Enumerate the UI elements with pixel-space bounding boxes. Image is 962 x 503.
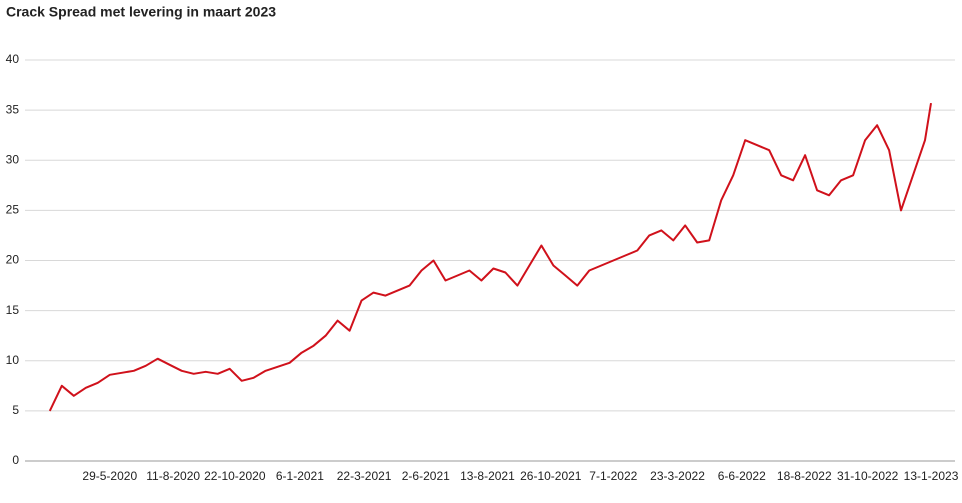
y-tick-label: 40: [6, 52, 20, 66]
y-tick-label: 25: [6, 203, 20, 217]
x-tick-label: 18-8-2022: [777, 469, 832, 483]
x-tick-label: 26-10-2021: [520, 469, 582, 483]
x-tick-label: 29-5-2020: [82, 469, 137, 483]
data-line: [48, 102, 932, 412]
y-tick-label: 30: [6, 152, 20, 166]
x-tick-label: 13-8-2021: [460, 469, 515, 483]
x-tick-label: 31-10-2022: [837, 469, 899, 483]
y-tick-label: 35: [6, 102, 20, 116]
x-tick-label: 11-8-2020: [146, 469, 200, 483]
x-tick-label: 22-10-2020: [204, 469, 266, 483]
y-tick-label: 20: [6, 253, 20, 267]
y-tick-label: 15: [6, 303, 20, 317]
y-tick-label: 10: [6, 353, 20, 367]
x-tick-label: 23-3-2022: [650, 469, 705, 483]
x-tick-label: 13-1-2023: [904, 469, 959, 483]
chart-title: Crack Spread met levering in maart 2023: [6, 4, 276, 20]
x-tick-label: 6-6-2022: [718, 469, 766, 483]
x-tick-label: 6-1-2021: [276, 469, 324, 483]
y-tick-label: 0: [12, 453, 19, 467]
x-tick-label: 22-3-2021: [337, 469, 392, 483]
x-tick-label: 7-1-2022: [589, 469, 637, 483]
y-tick-label: 5: [12, 403, 19, 417]
x-tick-label: 2-6-2021: [402, 469, 450, 483]
